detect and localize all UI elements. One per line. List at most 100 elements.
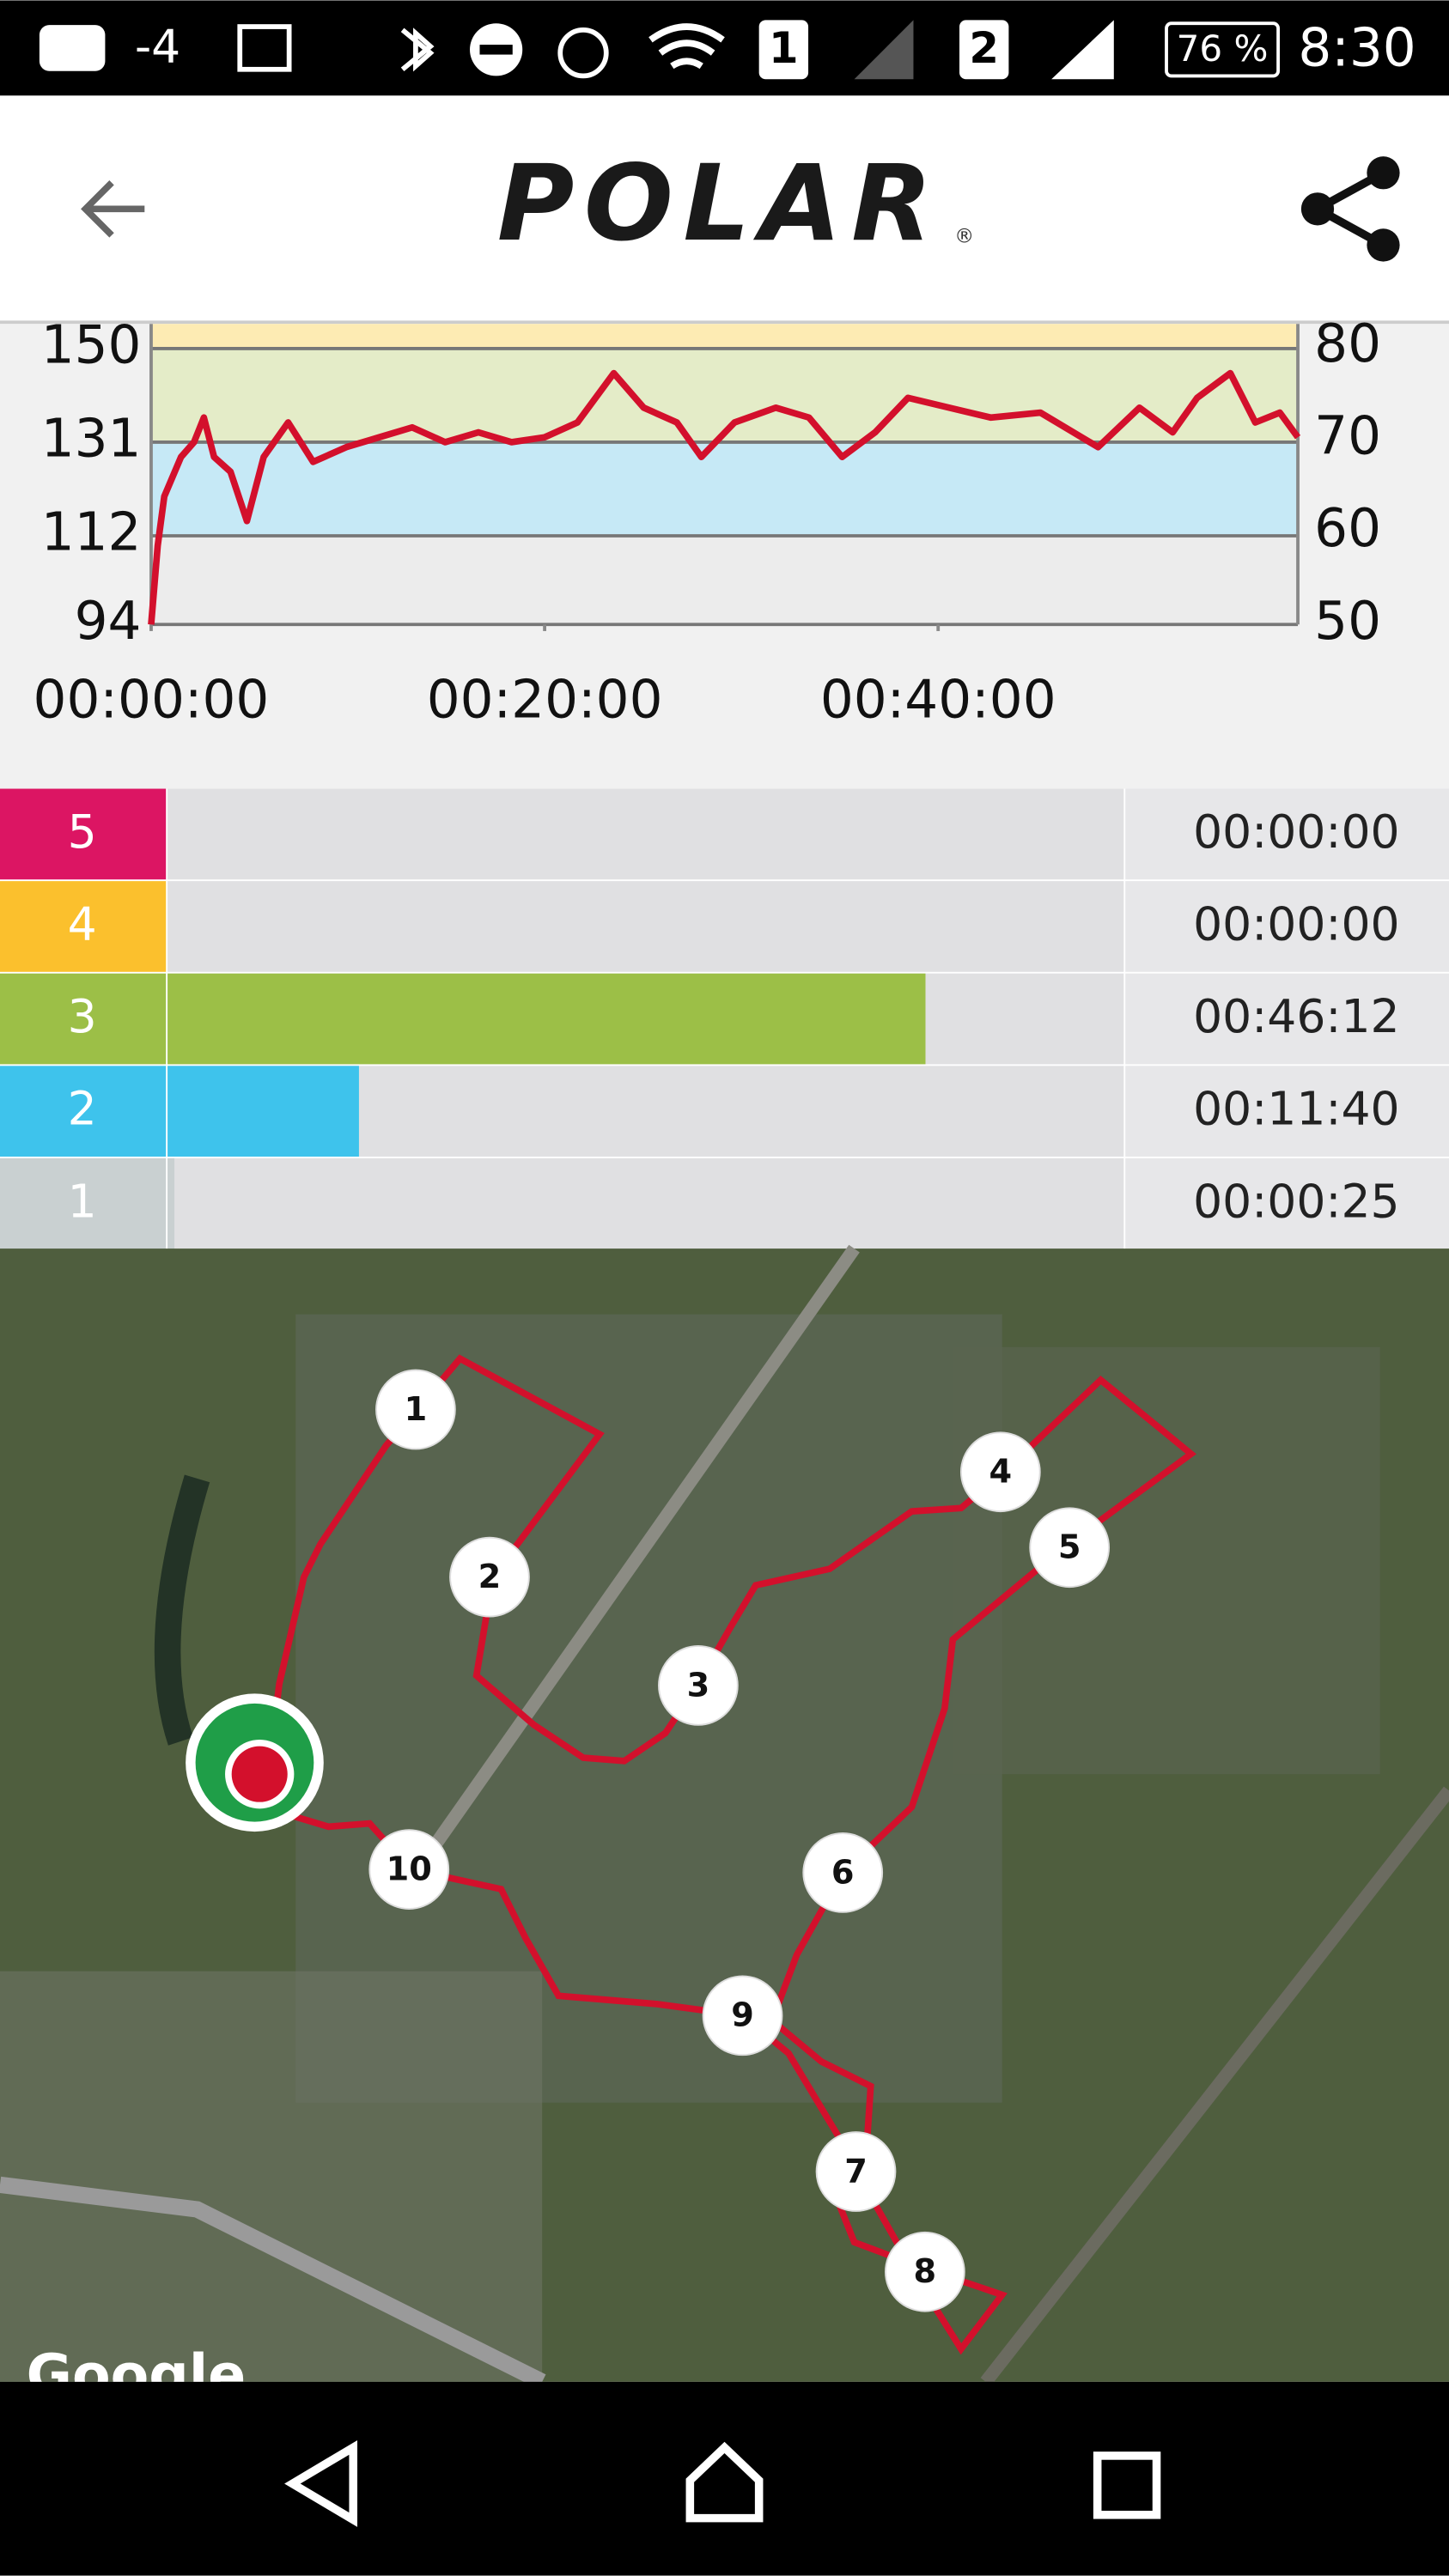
x-tick-label: 00:40:00: [820, 670, 1056, 731]
wifi-icon: [648, 23, 725, 70]
nav-home[interactable]: [685, 2441, 764, 2523]
lap-marker-label: 8: [914, 2252, 937, 2291]
zone-band: [150, 348, 1299, 442]
zone-label-box: [0, 881, 167, 972]
sim1-icon: [758, 20, 809, 80]
lap-marker-label: 1: [405, 1390, 428, 1429]
lap-marker: [802, 1832, 884, 1913]
nav-recents[interactable]: [1093, 2451, 1161, 2519]
x-tick-label: 00:00:00: [33, 670, 270, 731]
hr-line: [148, 369, 1301, 625]
y-tick-label: 112: [41, 502, 142, 563]
x-tick-label: 00:20:00: [427, 670, 663, 731]
share-dot: [1367, 228, 1400, 262]
y-tick-label: 150: [41, 315, 142, 376]
start-marker-dot: [231, 1746, 288, 1802]
zone-time: 00:46:12: [1193, 989, 1400, 1043]
zone-label: 1: [68, 1174, 97, 1228]
zone-time: 00:00:00: [1193, 897, 1400, 951]
lap-marker-label: 3: [687, 1666, 710, 1704]
lap-marker: [1029, 1507, 1111, 1589]
zone-track: [167, 788, 1124, 880]
lap-marker: [375, 1369, 456, 1450]
y-tick-label: 131: [41, 409, 142, 470]
lap-marker: [658, 1645, 739, 1726]
zone-label: 2: [68, 1082, 97, 1136]
y2-tick-label: 60: [1314, 498, 1381, 559]
zone-label: 4: [68, 897, 97, 951]
zone-track: [167, 1157, 1124, 1249]
y2-tick-label: 80: [1314, 313, 1381, 374]
zone-time-cell: [1125, 1066, 1449, 1157]
zone-time-cell: [1125, 788, 1449, 880]
zone-label-box: [0, 1066, 167, 1157]
sim2-icon: [959, 20, 1009, 80]
lap-marker-label: 4: [989, 1453, 1013, 1492]
sim1: 1: [769, 23, 799, 73]
lap-marker: [368, 1829, 450, 1910]
sim2: 2: [969, 23, 999, 73]
share-dot: [1367, 156, 1400, 190]
zone-time-cell: [1125, 973, 1449, 1065]
lap-marker-label: 5: [1058, 1528, 1081, 1567]
y2-tick-label: 70: [1314, 405, 1381, 466]
message-icon: [39, 25, 106, 71]
lap-marker: [815, 2131, 897, 2212]
battery: 76 %: [1177, 27, 1269, 70]
zone-bar: [167, 973, 926, 1065]
zone-time: 00:00:00: [1193, 805, 1400, 859]
y-tick-label: 94: [75, 591, 142, 652]
logo-registered: ®: [954, 225, 974, 247]
zone-track: [167, 881, 1124, 972]
nav-back[interactable]: [284, 2439, 358, 2527]
zone-bar: [167, 1066, 359, 1157]
y2-tick-label: 50: [1314, 591, 1381, 652]
zone-band: [150, 441, 1299, 536]
lap-marker: [959, 1431, 1041, 1513]
logo: POLAR: [497, 142, 942, 264]
map-city: [0, 1971, 543, 2382]
lap-marker-label: 9: [731, 1996, 754, 2035]
back-button[interactable]: [81, 180, 145, 238]
zone-time: 00:00:25: [1193, 1174, 1400, 1228]
zone-bar: [167, 1157, 175, 1249]
nav-bar: [0, 2381, 1449, 2576]
map-road: [0, 2176, 546, 2390]
zone-label-box: [0, 788, 167, 880]
zone-band: [150, 324, 1299, 349]
battery-icon: [1165, 21, 1280, 78]
zone-table: 5 00:00:00 4 00:00:00 3 00:46:12 2 00:11:40 1 00:…: [0, 788, 1449, 1249]
map-city: [953, 1346, 1380, 1775]
share-button[interactable]: [1300, 156, 1400, 262]
map-road: [422, 1244, 860, 1861]
lap-marker: [884, 2231, 965, 2312]
lap-marker-label: 2: [478, 1558, 502, 1596]
map-road: [980, 1786, 1449, 2386]
zone-time: 00:11:40: [1193, 1082, 1400, 1136]
zone-label: 3: [68, 989, 97, 1043]
zone-label-box: [0, 973, 167, 1065]
zone-label: 5: [68, 805, 97, 859]
share-dot: [1300, 192, 1335, 226]
lap-marker-label: 6: [831, 1853, 855, 1892]
bluetooth-icon: [400, 27, 435, 72]
app-bar: [0, 95, 1449, 323]
lap-marker-label: 7: [844, 2152, 868, 2190]
zone-label-box: [0, 1157, 167, 1249]
zone-band: [150, 535, 1299, 625]
lap-marker-label: 10: [387, 1850, 432, 1889]
hr-chart: 94 112 131 150 50 60 70 80 00:00:00 00:20:00 00:40…: [33, 313, 1381, 731]
image-icon: [237, 24, 292, 72]
clock: 8:30: [1298, 17, 1416, 78]
temperature: -4: [135, 19, 180, 73]
map-river: [154, 1474, 210, 1746]
lap-marker: [449, 1536, 530, 1618]
dnd-bar: [479, 45, 513, 55]
zone-time-cell: [1125, 1157, 1449, 1249]
lap-marker: [702, 1975, 783, 2057]
alarm-icon: [557, 27, 609, 79]
zone-time-cell: [1125, 881, 1449, 972]
